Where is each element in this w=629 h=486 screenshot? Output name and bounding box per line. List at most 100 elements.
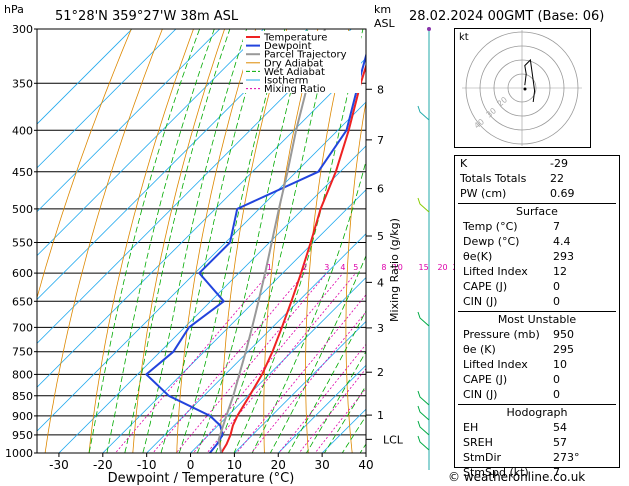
surface-row: θe(K) 293 [458, 249, 616, 264]
mixing-ratio-label: 10 [393, 263, 403, 272]
series-dewpoint [145, 51, 366, 453]
surface-title: Surface [516, 205, 558, 218]
isotherm-line [146, 233, 366, 453]
pressure-tick-label: 450 [12, 166, 33, 179]
hodograph-stat-value: 57 [553, 436, 567, 449]
most-unstable-label: θe (K) [463, 343, 496, 356]
wind-barb [417, 435, 430, 451]
isotherm-line [37, 29, 133, 125]
hodograph-stats-box: Hodograph EH 54 SREH 57 StmDir 273° StmSpd (kt… [458, 404, 616, 480]
index-row: K -29 [455, 156, 619, 171]
km-label: km [374, 3, 391, 16]
height-tick-label: 2 [377, 366, 384, 379]
mixing-ratio-axis-label: Mixing Ratio (g/kg) [388, 218, 401, 322]
most-unstable-row: Pressure (mb) 950 [458, 327, 616, 342]
wet-adiabat-line [88, 29, 201, 453]
wind-barb [417, 311, 430, 327]
index-value: 22 [550, 172, 564, 185]
legend-entry: Dewpoint [264, 41, 312, 52]
isotherm-line [37, 29, 221, 213]
mixing-ratio-line [206, 272, 357, 453]
location-title: 51°28'N 359°27'W 38m ASL [55, 9, 239, 24]
pressure-tick-label: 350 [12, 77, 33, 90]
index-row: Totals Totals 22 [455, 171, 619, 186]
dry-adiabat-line [305, 29, 350, 453]
indices-panel: K -29 Totals Totals 22 PW (cm) 0.69 Surface T… [454, 155, 620, 479]
index-label: PW (cm) [460, 187, 507, 200]
mixing-ratio-line [236, 294, 366, 453]
mixing-ratio-line [114, 272, 270, 453]
most-unstable-value: 0 [553, 388, 560, 401]
surface-value: 12 [553, 265, 567, 278]
height-tick-label: 1 [377, 409, 384, 422]
pressure-tick-label: 750 [12, 346, 33, 359]
wind-barb [417, 405, 430, 421]
most-unstable-value: 950 [553, 328, 574, 341]
mixing-ratio-label: 4 [340, 263, 345, 272]
most-unstable-box: Most Unstable Pressure (mb) 950 θe (K) 295 L… [458, 311, 616, 402]
mixing-ratio-labels: 12345810152025 [267, 263, 463, 272]
wind-barb [417, 105, 430, 121]
hodograph-stat-value: 273° [553, 451, 580, 464]
mixing-ratio-label: 3 [324, 263, 329, 272]
surface-label: CAPE (J) [463, 280, 508, 293]
pressure-tick-label: 500 [12, 203, 33, 216]
most-unstable-row: CAPE (J) 0 [458, 372, 616, 387]
temperature-axis: -30 -20 -10 0 10 20 30 40 [49, 453, 374, 472]
height-tick-label: 4 [377, 276, 384, 289]
dry-adiabat-line [423, 0, 454, 470]
wet-adiabat-line [124, 29, 231, 453]
mixing-ratio-line [192, 272, 344, 453]
surface-label: Lifted Index [463, 265, 528, 278]
wind-barb [417, 390, 430, 406]
mixing-ratio-label: 15 [419, 263, 429, 272]
surface-row: Temp (°C) 7 [458, 219, 616, 234]
pressure-tick-label: 850 [12, 390, 33, 403]
mixing-ratio-label: 8 [381, 263, 386, 272]
mixing-ratio-label: 5 [353, 263, 358, 272]
hodograph-stat-value: 54 [553, 421, 567, 434]
pressure-tick-label: 950 [12, 429, 33, 442]
wet-adiabat-line [323, 385, 366, 453]
temperature-tick-label: 0 [187, 458, 195, 472]
surface-row: CAPE (J) 0 [458, 279, 616, 294]
pressure-tick-label: 900 [12, 410, 33, 423]
dry-adiabat-line [37, 29, 132, 300]
wind-barb-top [427, 27, 431, 31]
legend-background [243, 31, 361, 93]
mixing-ratio-line [250, 311, 366, 453]
legend-entry: Mixing Ratio [264, 84, 326, 95]
surface-label: θe(K) [463, 250, 493, 263]
wet-adiabat-line [106, 29, 215, 453]
profile-series [145, 29, 366, 453]
hodograph-unit-label: kt [459, 32, 469, 43]
height-tick-label: 5 [377, 230, 384, 243]
temperature-tick-label: 10 [227, 458, 242, 472]
hodograph-stats-title: Hodograph [506, 406, 568, 419]
asl-label: ASL [374, 17, 396, 30]
plot-frame [36, 28, 367, 454]
hodograph-stat-label: StmDir [463, 451, 502, 464]
most-unstable-label: CIN (J) [463, 388, 498, 401]
temperature-tick-label: -30 [49, 458, 69, 472]
hodograph-stat-label: StmSpd (kt) [463, 466, 529, 479]
x-axis-label: Dewpoint / Temperature (°C) [108, 471, 295, 486]
indices-block: K -29 Totals Totals 22 PW (cm) 0.69 [455, 156, 619, 201]
pressure-tick-label: 600 [12, 267, 33, 280]
hodograph-stat-row: SREH 57 [458, 435, 616, 450]
most-unstable-label: Lifted Index [463, 358, 528, 371]
height-axis: 8 7 6 5 4 3 2 1 LCL [366, 83, 404, 446]
height-tick-label: 3 [377, 322, 384, 335]
pressure-tick-label: 1000 [5, 447, 33, 460]
pressure-tick-label: 400 [12, 124, 33, 137]
isotherm-line [102, 189, 366, 453]
wet-adiabat-line [178, 29, 286, 453]
most-unstable-label: Pressure (mb) [463, 328, 540, 341]
isotherm-line [277, 364, 366, 453]
dry-adiabat-line [44, 29, 163, 453]
isotherm-line [37, 57, 366, 388]
pressure-tick-label: 700 [12, 321, 33, 334]
surface-label: CIN (J) [463, 295, 498, 308]
